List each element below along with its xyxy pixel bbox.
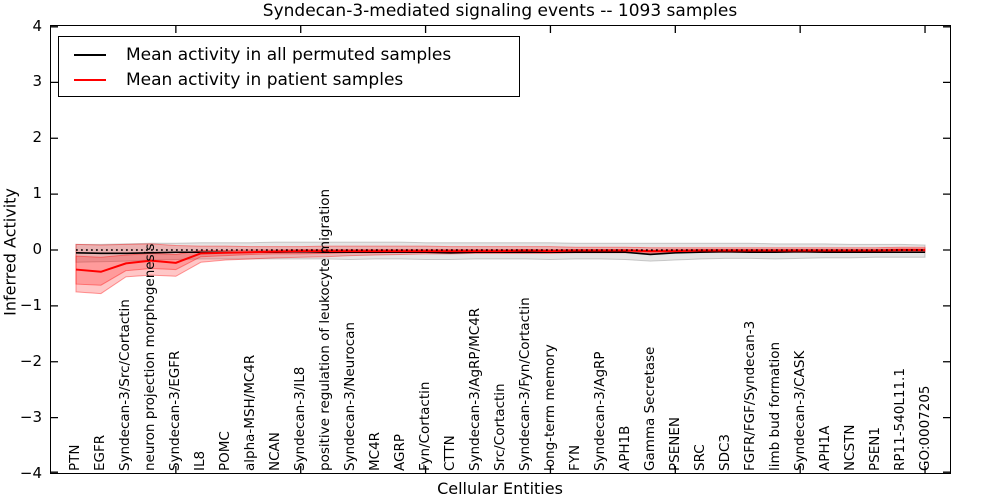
x-category-label: Syndecan-3/AgRP <box>591 351 608 471</box>
x-category-label: positive regulation of leukocyte migrati… <box>317 188 334 471</box>
x-category-label: CTTN <box>442 435 459 471</box>
x-category-label: Syndecan-3/AgRP/MC4R <box>467 307 484 471</box>
legend-box: Mean activity in all permuted samples Mea… <box>58 36 520 97</box>
x-category-label: SRC <box>691 444 708 471</box>
x-category-label: Syndecan-3/Fyn/Cortactin <box>516 297 533 471</box>
x-category-label: FYN <box>566 444 583 471</box>
y-tick-label: 2 <box>32 128 42 147</box>
x-category-label: MC4R <box>367 431 384 471</box>
x-category-label: APH1A <box>816 425 833 471</box>
x-category-label: GO:0007205 <box>916 385 933 471</box>
x-category-label: PSEN1 <box>866 427 883 471</box>
x-category-label: Syndecan-3/EGFR <box>167 350 184 471</box>
x-category-label: Syndecan-3/Neurocan <box>342 322 359 471</box>
chart-title: Syndecan-3-mediated signaling events -- … <box>262 1 738 21</box>
legend-item: Mean activity in all permuted samples <box>74 42 519 67</box>
x-category-label: Syndecan-3/Src/Cortactin <box>117 299 134 471</box>
x-axis-label: Cellular Entities <box>437 479 563 498</box>
legend-item-label: Mean activity in all permuted samples <box>126 44 452 65</box>
x-category-label: EGFR <box>92 434 109 471</box>
legend-item: Mean activity in patient samples <box>74 67 519 92</box>
x-category-label: limb bud formation <box>766 341 783 471</box>
axis-ticks <box>51 26 950 473</box>
y-tick-label: 0 <box>32 240 42 258</box>
y-tick-label: 1 <box>32 184 42 203</box>
x-category-label: POMC <box>217 431 234 471</box>
y-tick-label: −3 <box>19 407 42 426</box>
x-category-label: Syndecan-3/CASK <box>791 350 808 471</box>
x-category-label: NCSTN <box>841 424 858 471</box>
legend-item-label: Mean activity in patient samples <box>126 69 404 90</box>
legend-line-sample <box>74 78 106 81</box>
chart-canvas <box>51 26 950 473</box>
x-category-label: Gamma Secretase <box>641 346 658 471</box>
x-category-label: NCAN <box>267 432 284 471</box>
x-category-label: AGRP <box>392 434 409 471</box>
x-category-label: Syndecan-3/IL8 <box>292 366 309 471</box>
y-tick-label: 3 <box>32 72 42 91</box>
x-category-label: PTN <box>67 444 84 472</box>
x-category-label: long-term memory <box>541 344 558 471</box>
plot-area: PTN EGFR Syndecan-3/Src/Cortactin neuron pr… <box>50 25 951 474</box>
x-category-label: SDC3 <box>716 434 733 471</box>
x-category-label: alpha-MSH/MC4R <box>242 354 259 471</box>
legend-line-sample <box>74 53 106 56</box>
x-category-label: IL8 <box>192 450 209 471</box>
y-tick-label: −4 <box>19 463 42 482</box>
y-tick-label: 4 <box>32 16 42 35</box>
y-tick-label: −1 <box>19 295 42 314</box>
x-category-label: FGFR/FGF/Syndecan-3 <box>741 320 758 471</box>
x-category-label: neuron projection morphogenesis <box>142 243 159 471</box>
y-tick-label: −2 <box>19 351 42 370</box>
x-category-label: APH1B <box>616 425 633 471</box>
patient-mean-line <box>75 249 926 273</box>
x-category-label: Fyn/Cortactin <box>417 381 434 471</box>
x-category-label: PSENEN <box>666 417 683 471</box>
x-category-label: Src/Cortactin <box>492 383 508 471</box>
x-category-label: RP11-540L11.1 <box>891 368 908 471</box>
